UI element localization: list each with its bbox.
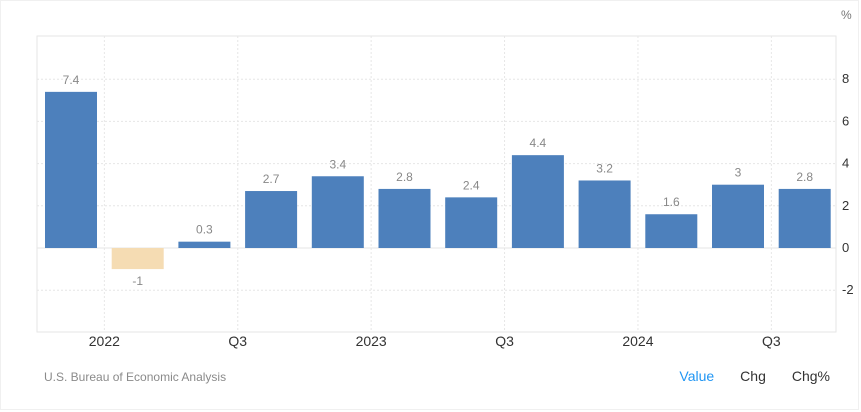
- bar-value-label: 1.6: [663, 195, 680, 209]
- bar-value-label: 7.4: [63, 73, 80, 87]
- bar-value-label: 2.4: [463, 178, 480, 192]
- y-tick-label: -2: [842, 282, 854, 297]
- bar: [578, 180, 631, 248]
- x-tick-label: 2023: [356, 333, 387, 349]
- bar-value-label: 2.7: [263, 172, 280, 186]
- bar-value-label: 4.4: [530, 136, 547, 150]
- x-tick-label: 2022: [89, 333, 120, 349]
- bar: [445, 197, 498, 248]
- bar: [311, 176, 364, 248]
- bar-chart: -2 0 2 4 6 8% 7.4 -1 0.3 2.7 3.4 2.8 2.4 4.4 3.2 1.6 3 2.…: [36, 8, 854, 349]
- bar: [511, 155, 564, 248]
- plot-frame: [36, 35, 837, 333]
- bar-value-label: 2.8: [796, 170, 813, 184]
- bar: [712, 184, 764, 248]
- bar: [178, 241, 231, 248]
- x-tick-label: 2024: [622, 333, 653, 349]
- y-tick-label: 4: [842, 156, 849, 171]
- x-tick-label: Q3: [495, 333, 514, 349]
- bar: [245, 191, 298, 248]
- bar-value-label: 2.8: [396, 170, 413, 184]
- bar: [778, 188, 831, 248]
- bar-value-label: 3.2: [596, 161, 613, 175]
- chart-footer: U.S. Bureau of Economic Analysis Value C…: [1, 363, 861, 393]
- bar-value-label: -1: [132, 274, 143, 288]
- bar-value-label: 0.3: [196, 223, 213, 237]
- bar: [111, 248, 164, 270]
- y-tick-label: 8: [842, 71, 849, 86]
- y-tick-label: 2: [842, 198, 849, 213]
- bar: [645, 214, 698, 248]
- y-tick-label: 0: [842, 240, 849, 255]
- tab-chg[interactable]: Chg: [740, 368, 766, 384]
- view-tabs: Value Chg Chg%: [679, 368, 830, 384]
- x-tick-label: Q3: [762, 333, 781, 349]
- source-label: U.S. Bureau of Economic Analysis: [44, 370, 227, 384]
- y-tick-label: 6: [842, 113, 849, 128]
- tab-value[interactable]: Value: [679, 368, 715, 384]
- bar-value-label: 3.4: [329, 157, 346, 171]
- bar-value-label: 3: [735, 166, 742, 180]
- y-unit-label: %: [841, 8, 852, 22]
- x-tick-label: Q3: [228, 333, 247, 349]
- bar: [45, 91, 97, 248]
- bar: [378, 188, 431, 248]
- tab-chg-percent[interactable]: Chg%: [791, 368, 830, 384]
